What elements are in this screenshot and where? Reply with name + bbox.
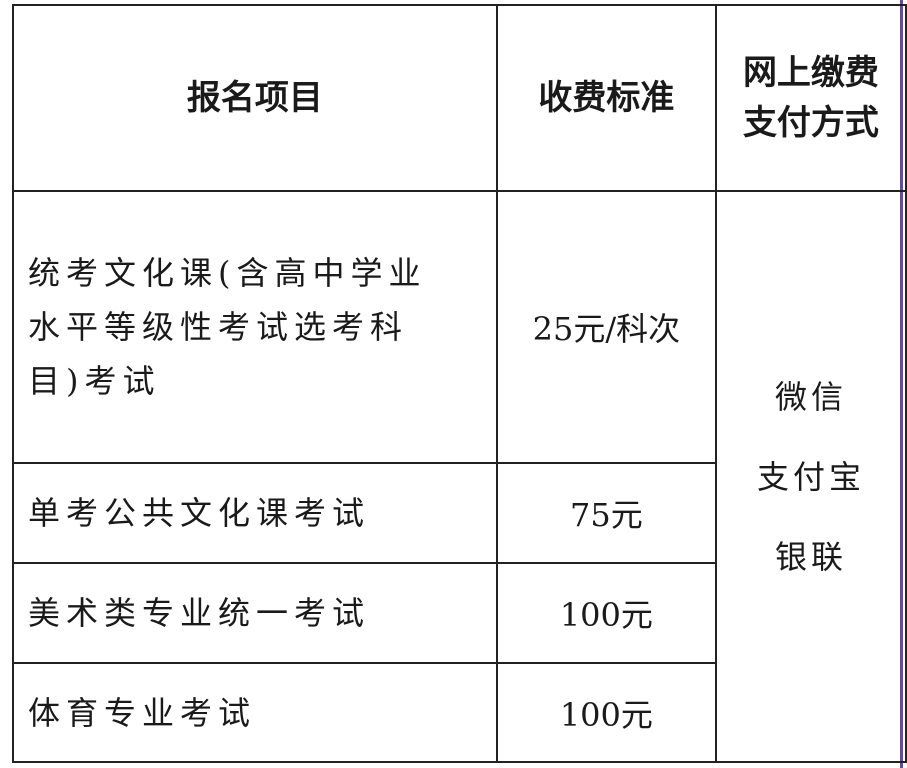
fee-cell: 100元 [495,562,717,664]
fee-cell: 75元 [495,462,717,564]
header-fee: 收费标准 [495,4,717,192]
item-cell: 体育专业考试 [12,662,498,763]
fee-cell: 25元/科次 [495,190,717,464]
payment-method: 微信 [774,377,847,416]
payment-method: 银联 [774,537,847,576]
payment-method: 支付宝 [756,457,865,496]
header-payment-line: 支付方式 [742,103,879,143]
item-cell: 单考公共文化课考试 [12,462,498,564]
header-row: 报名项目 收费标准 网上缴费 支付方式 [12,4,907,192]
header-payment: 网上缴费 支付方式 [714,4,907,192]
payment-methods-cell: 微信 支付宝 银联 [714,190,907,763]
table-row: 单考公共文化课考试 75元 [12,462,906,564]
item-cell: 统考文化课(含高中学业 水平等级性考试选考科 目)考试 [12,190,498,464]
table-row: 美术类专业统一考试 100元 [12,562,906,664]
table-row: 体育专业考试 100元 [12,662,906,763]
fee-cell: 100元 [495,662,717,763]
header-item: 报名项目 [12,4,498,192]
table-row: 统考文化课(含高中学业 水平等级性考试选考科 目)考试 25元/科次 微信 支付… [12,190,907,763]
header-payment-line: 网上缴费 [742,53,879,93]
fee-table: 报名项目 收费标准 网上缴费 支付方式 统考文化课(含高中学业 水平等级性考试选… [12,4,907,763]
item-line: 目)考试 [28,362,161,400]
item-cell: 美术类专业统一考试 [12,562,498,664]
item-line: 水平等级性考试选考科 [28,308,409,346]
item-line: 统考文化课(含高中学业 [28,254,427,292]
